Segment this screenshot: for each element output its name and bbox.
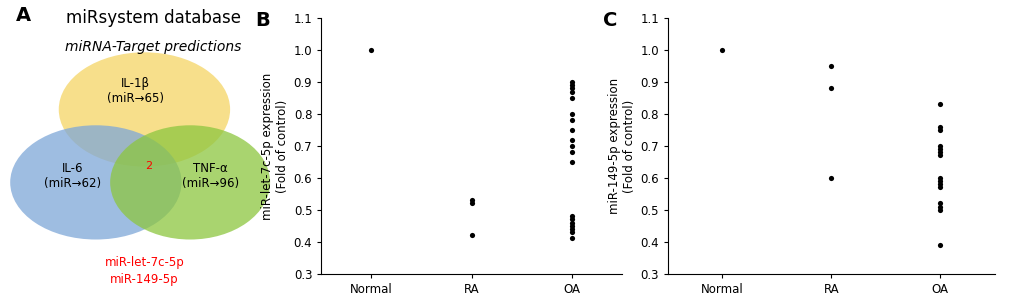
Text: C: C <box>602 11 616 29</box>
Point <box>564 217 580 222</box>
Point <box>931 207 948 212</box>
Text: miR-let-7c-5p
miR-149-5p: miR-let-7c-5p miR-149-5p <box>105 256 184 286</box>
Text: A: A <box>16 6 31 25</box>
Ellipse shape <box>10 125 181 240</box>
Point <box>564 86 580 91</box>
Point <box>931 150 948 155</box>
Point <box>931 201 948 206</box>
Point <box>713 48 730 53</box>
Text: IL-1β
(miR→65): IL-1β (miR→65) <box>107 77 164 105</box>
Point <box>564 220 580 225</box>
Point <box>931 124 948 129</box>
Y-axis label: miR-let-7c-5p expression
(Fold of control): miR-let-7c-5p expression (Fold of contro… <box>261 72 289 219</box>
Point <box>564 137 580 142</box>
Y-axis label: miR-149-5p expression
(Fold of control): miR-149-5p expression (Fold of control) <box>607 78 636 214</box>
Point <box>822 86 839 91</box>
Point <box>931 204 948 209</box>
Point <box>463 201 479 206</box>
Text: B: B <box>255 11 270 29</box>
Point <box>564 214 580 219</box>
Ellipse shape <box>59 52 230 167</box>
Point <box>564 118 580 123</box>
Point <box>931 147 948 152</box>
Point <box>931 243 948 247</box>
Point <box>931 182 948 187</box>
Point <box>363 48 379 53</box>
Point <box>564 112 580 116</box>
Point <box>931 102 948 107</box>
Point <box>564 150 580 155</box>
Point <box>931 153 948 158</box>
Point <box>564 230 580 235</box>
Text: TNF-α
(miR→96): TNF-α (miR→96) <box>181 162 238 190</box>
Point <box>564 159 580 164</box>
Ellipse shape <box>110 125 270 240</box>
Point <box>463 233 479 238</box>
Point <box>564 236 580 241</box>
Point <box>822 64 839 69</box>
Point <box>564 226 580 231</box>
Point <box>564 80 580 85</box>
Point <box>564 95 580 100</box>
Point <box>931 143 948 148</box>
Point <box>564 223 580 228</box>
Point <box>564 128 580 133</box>
Text: miRNA-Target predictions: miRNA-Target predictions <box>65 40 240 54</box>
Point <box>931 175 948 180</box>
Point <box>822 175 839 180</box>
Point <box>564 83 580 88</box>
Text: miRsystem database: miRsystem database <box>65 9 240 27</box>
Point <box>931 128 948 133</box>
Point <box>463 198 479 202</box>
Text: 2: 2 <box>145 161 152 171</box>
Point <box>931 179 948 184</box>
Point <box>931 185 948 190</box>
Point <box>564 89 580 94</box>
Text: IL-6
(miR→62): IL-6 (miR→62) <box>45 162 102 190</box>
Point <box>564 143 580 148</box>
